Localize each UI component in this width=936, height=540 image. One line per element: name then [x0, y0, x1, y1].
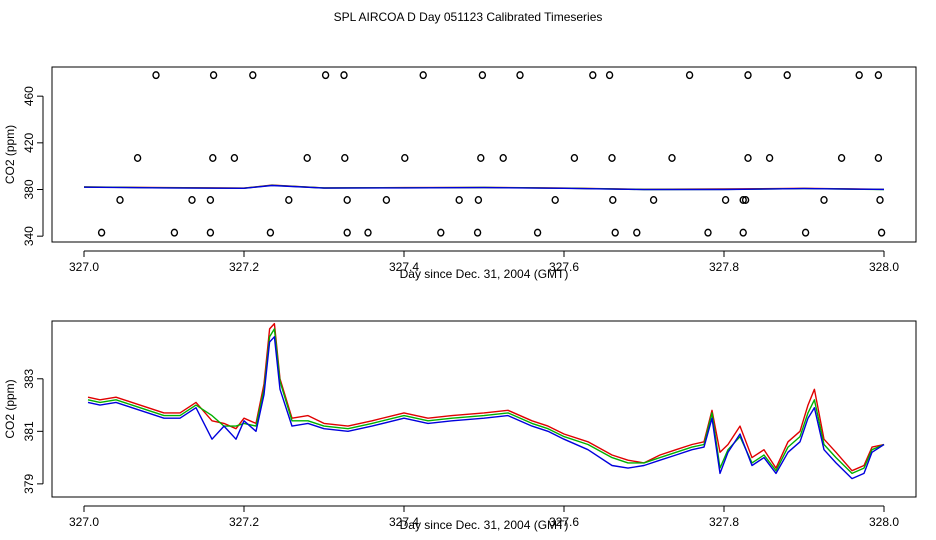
y-axis-label: CO2 (ppm)	[3, 379, 17, 438]
y-tick-label: 340	[22, 226, 36, 246]
scatter-point	[874, 153, 883, 162]
scatter-point	[820, 195, 828, 204]
y-tick-label: 379	[22, 474, 36, 494]
scatter-point	[783, 71, 791, 80]
x-tick-label: 327.4	[389, 515, 419, 529]
scatter-point	[608, 153, 616, 162]
scatter-point	[419, 71, 427, 80]
x-tick-label: 327.0	[69, 515, 99, 529]
y-tick-label: 460	[22, 86, 36, 106]
x-tick-label: 328.0	[869, 515, 899, 529]
scatter-point	[874, 71, 883, 80]
x-tick-label: 327.4	[389, 260, 419, 274]
series-line-ambientblue	[83, 184, 885, 191]
scatter-point	[116, 195, 124, 204]
series-line-blue	[87, 336, 885, 480]
panel-top: 327.0 327.2 327.4 327.6 327.8 328.0 Day since …	[3, 66, 917, 281]
y-axis-label: CO2 (ppm)	[3, 125, 17, 184]
scatter-point	[551, 195, 559, 204]
y-tick-label: 380	[22, 179, 36, 199]
scatter-point	[341, 153, 349, 162]
x-tick-label: 327.8	[709, 260, 739, 274]
scatter-point	[765, 153, 774, 162]
scatter-point	[437, 228, 445, 237]
scatter-point	[473, 228, 482, 237]
scatter-point	[343, 228, 351, 237]
scatter-point	[837, 153, 846, 162]
scatter-point	[605, 71, 614, 80]
scatter-point	[877, 228, 886, 237]
scatter-point	[744, 71, 752, 80]
x-axis-label: Day since Dec. 31, 2004 (GMT)	[400, 267, 569, 281]
scatter-point	[152, 71, 160, 80]
scatter-point	[721, 195, 730, 204]
panel-bottom: 327.0 327.2 327.4 327.6 327.8 328.0 Day since …	[3, 320, 917, 532]
plot-frame	[51, 66, 917, 243]
scatter-point	[97, 228, 106, 237]
scatter-point	[609, 195, 617, 204]
scatter-point	[133, 153, 142, 162]
scatter-point	[206, 195, 215, 204]
scatter-point	[668, 153, 676, 162]
scatter-point	[516, 71, 524, 80]
scatter-point	[382, 195, 391, 204]
scatter-point	[285, 195, 293, 204]
scatter-point	[633, 228, 641, 237]
plot-frame	[51, 320, 917, 498]
scatter-point	[855, 71, 863, 80]
scatter-point	[209, 153, 217, 162]
x-tick-label: 327.2	[229, 515, 259, 529]
scatter-point	[478, 71, 487, 80]
scatter-point	[741, 195, 750, 204]
scatter-point	[570, 153, 579, 162]
scatter-point	[340, 71, 348, 80]
scatter-point	[876, 195, 884, 204]
scatter-point	[188, 195, 196, 204]
x-tick-label: 327.6	[549, 515, 579, 529]
scatter-point	[533, 228, 542, 237]
scatter-point	[739, 228, 747, 237]
y-tick-label: 383	[22, 368, 36, 388]
x-tick-label: 327.6	[549, 260, 579, 274]
scatter-point	[321, 71, 330, 80]
scatter-point	[170, 228, 179, 237]
scatter-point	[230, 153, 239, 162]
scatter-point	[455, 195, 463, 204]
scatter-point	[744, 153, 752, 162]
scatter-point	[499, 153, 507, 162]
x-tick-label: 328.0	[869, 260, 899, 274]
y-tick-label: 381	[22, 421, 36, 441]
series-line-red	[87, 322, 885, 472]
scatter-point	[801, 228, 810, 237]
scatter-point	[206, 228, 215, 237]
scatter-point	[611, 228, 619, 237]
x-tick-label: 327.2	[229, 260, 259, 274]
x-axis-label: Day since Dec. 31, 2004 (GMT)	[400, 518, 569, 532]
x-tick-label: 327.0	[69, 260, 99, 274]
scatter-point	[685, 71, 694, 80]
scatter-point	[209, 71, 218, 80]
scatter-point	[249, 71, 257, 80]
scatter-point	[364, 228, 372, 237]
y-tick-label: 420	[22, 133, 36, 153]
x-tick-label: 327.8	[709, 515, 739, 529]
scatter-point	[401, 153, 409, 162]
scatter-point	[474, 195, 483, 204]
scatter-point	[343, 195, 351, 204]
scatter-point	[589, 71, 597, 80]
scatter-point	[704, 228, 712, 237]
figure-title: SPL AIRCOA D Day 051123 Calibrated Times…	[333, 10, 603, 24]
scatter-point	[477, 153, 485, 162]
scatter-point	[266, 228, 275, 237]
scatter-point	[303, 153, 311, 162]
scatter-point	[649, 195, 658, 204]
